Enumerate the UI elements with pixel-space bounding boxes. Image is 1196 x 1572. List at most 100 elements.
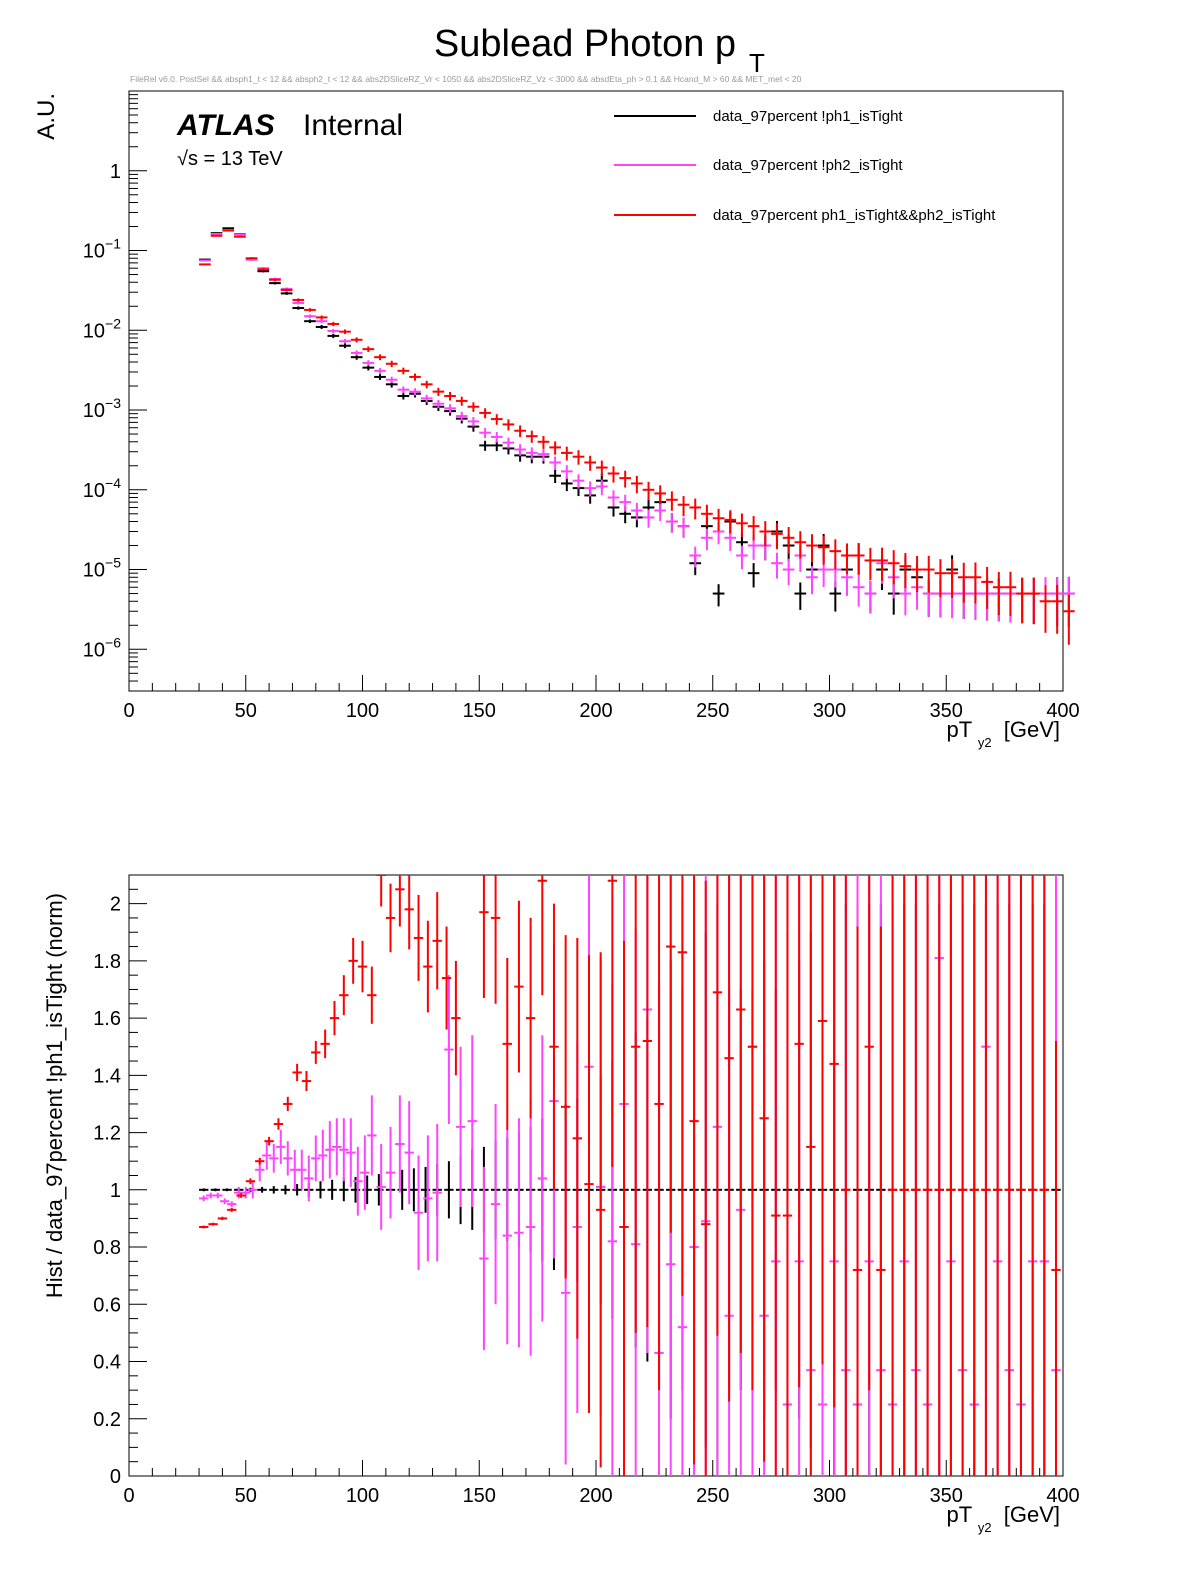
top-data-point [829, 539, 842, 570]
ratio-data-point [360, 1135, 370, 1210]
ratio-data-point [332, 1118, 342, 1176]
ratio-data-point [376, 1144, 386, 1230]
ratio-data-point [273, 1118, 284, 1130]
ratio-data-point [339, 1178, 349, 1202]
top-data-point [666, 513, 678, 533]
top-data-point [876, 547, 888, 581]
ratio-data-point [619, 940, 629, 1476]
ratio-data-point [467, 1035, 477, 1207]
top-data-point [572, 450, 585, 465]
ratio-x-axis-title-sub: y2 [978, 1520, 992, 1535]
top-data-point [467, 402, 480, 412]
top-data-point [362, 360, 375, 366]
top-data-point [479, 428, 491, 439]
atlas-status: Internal [303, 109, 403, 142]
ratio-data-point [367, 966, 377, 1024]
top-y-tick-base: 10 [83, 560, 105, 582]
top-data-point [269, 278, 281, 282]
ratio-data-point [292, 1063, 302, 1082]
ratio-data-point [297, 1149, 307, 1190]
top-data-point [724, 510, 737, 534]
top-data-point [899, 552, 912, 589]
top-data-point [654, 485, 667, 505]
top-data-point [666, 491, 678, 511]
top-data-point [432, 387, 445, 396]
legend-label-magenta: data_97percent !ph2_isTight [713, 157, 903, 174]
top-data-point [479, 440, 491, 451]
ratio-data-point [280, 1185, 291, 1195]
ratio-data-point [269, 1144, 279, 1173]
ratio-data-point [227, 1201, 237, 1207]
top-data-point [339, 338, 351, 344]
top-data-point [397, 386, 410, 394]
top-data-point [549, 469, 561, 484]
ratio-data-point [227, 1207, 237, 1212]
top-data-point [852, 574, 865, 607]
ratio-data-point [264, 1136, 274, 1146]
ratio-data-point [1016, 875, 1026, 1476]
top-data-point [677, 517, 690, 538]
top-data-point [455, 396, 468, 406]
top-data-point [397, 392, 410, 400]
top-panel-marks [199, 227, 1075, 645]
top-data-point [1051, 584, 1063, 634]
top-y-tick-exponent: −2 [105, 315, 121, 331]
top-data-point [747, 516, 760, 541]
ratio-x-axis-title: pT y2 [GeV] [946, 1502, 1060, 1537]
ratio-data-point [301, 1071, 312, 1092]
top-data-point [304, 319, 316, 324]
ratio-data-point [642, 875, 653, 1328]
top-x-tick-label: 200 [579, 700, 612, 722]
ratio-data-point [311, 1040, 321, 1064]
ratio-data-point [747, 875, 758, 1391]
top-data-point [222, 229, 235, 232]
top-data-point [596, 460, 608, 477]
top-data-point [631, 475, 643, 494]
ratio-data-point [479, 1166, 489, 1351]
top-data-point [269, 281, 281, 285]
top-data-point [280, 291, 293, 295]
ratio-panel-frame [128, 874, 1064, 1477]
legend: data_97percent !ph1_isTight data_97perce… [614, 108, 996, 224]
top-data-point [712, 508, 725, 532]
ratio-y-tick-label: 1.6 [93, 1008, 121, 1030]
top-data-point [280, 288, 293, 292]
ratio-data-point [876, 926, 886, 1476]
top-x-tick-label: 50 [235, 700, 257, 722]
top-data-point [502, 419, 515, 431]
top-data-point [479, 408, 491, 419]
ratio-data-point [367, 1095, 377, 1176]
ratio-data-point [701, 880, 711, 1476]
top-x-tick-label: 350 [930, 700, 963, 722]
ratio-data-point [413, 1155, 424, 1270]
top-data-point [549, 456, 561, 470]
top-data-point [315, 319, 328, 324]
ratio-data-point [946, 875, 956, 1476]
ratio-data-point [269, 1186, 279, 1194]
top-data-point [1039, 585, 1052, 633]
top-x-axis-title: pT y2 [GeV] [946, 717, 1060, 752]
ratio-data-point [1051, 1040, 1061, 1476]
ratio-data-point [607, 875, 618, 1167]
top-data-point [315, 315, 328, 320]
top-x-tick-label: 400 [1046, 700, 1079, 722]
ratio-data-point [911, 875, 921, 1476]
top-data-point [385, 360, 398, 368]
top-data-point [736, 545, 748, 570]
ratio-data-point [852, 926, 863, 1476]
ratio-data-point [199, 1195, 209, 1202]
top-data-point [759, 521, 772, 547]
top-data-point [350, 354, 363, 360]
cut-string: FileRel v6.0. PostSel && absph1_t < 12 &… [130, 74, 802, 84]
top-y-tick-exponent: −4 [105, 475, 121, 491]
top-data-point [502, 437, 515, 449]
top-data-point [981, 566, 993, 609]
top-data-point [525, 447, 538, 460]
ratio-data-point [981, 875, 991, 1476]
ratio-data-point [537, 1035, 547, 1322]
ratio-data-point [817, 875, 828, 1365]
top-data-point [817, 535, 830, 565]
top-data-point [385, 376, 398, 383]
ratio-data-point [283, 1096, 293, 1112]
ratio-data-point [385, 1126, 396, 1219]
